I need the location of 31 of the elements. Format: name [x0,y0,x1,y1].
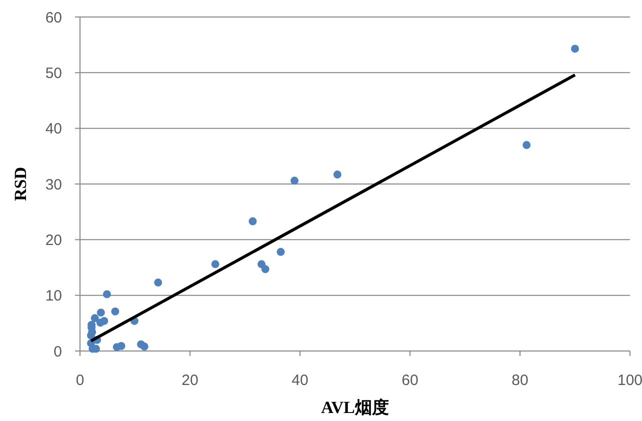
point [333,170,342,179]
point [140,342,148,351]
x-tick-label: 20 [182,372,198,389]
point [290,176,298,185]
y-tick-label: 40 [45,120,62,138]
point [90,314,99,322]
point [522,141,531,150]
y-tick-label: 0 [54,343,62,360]
x-tick-label: 80 [512,372,528,389]
point [248,217,257,226]
point [276,248,285,256]
point [211,260,220,268]
y-tick-label: 10 [45,288,62,305]
x-tick-label: 0 [76,372,84,389]
x-axis-title: AVL烟度 [321,398,389,417]
y-tick-label: 30 [45,176,62,194]
point [96,308,105,317]
point [111,307,120,316]
y-tick-label: 60 [45,9,62,26]
y-axis-title: RSD [11,166,30,202]
x-tick-label: 40 [292,372,308,389]
point [112,343,121,352]
point [96,318,104,327]
point [154,278,162,287]
x-tick-label: 60 [402,372,418,389]
point [571,44,579,53]
y-tick-label: 50 [45,64,62,82]
x-tick-label: 100 [617,372,642,389]
point [261,265,270,274]
point [102,290,111,298]
y-tick-label: 20 [45,232,62,249]
